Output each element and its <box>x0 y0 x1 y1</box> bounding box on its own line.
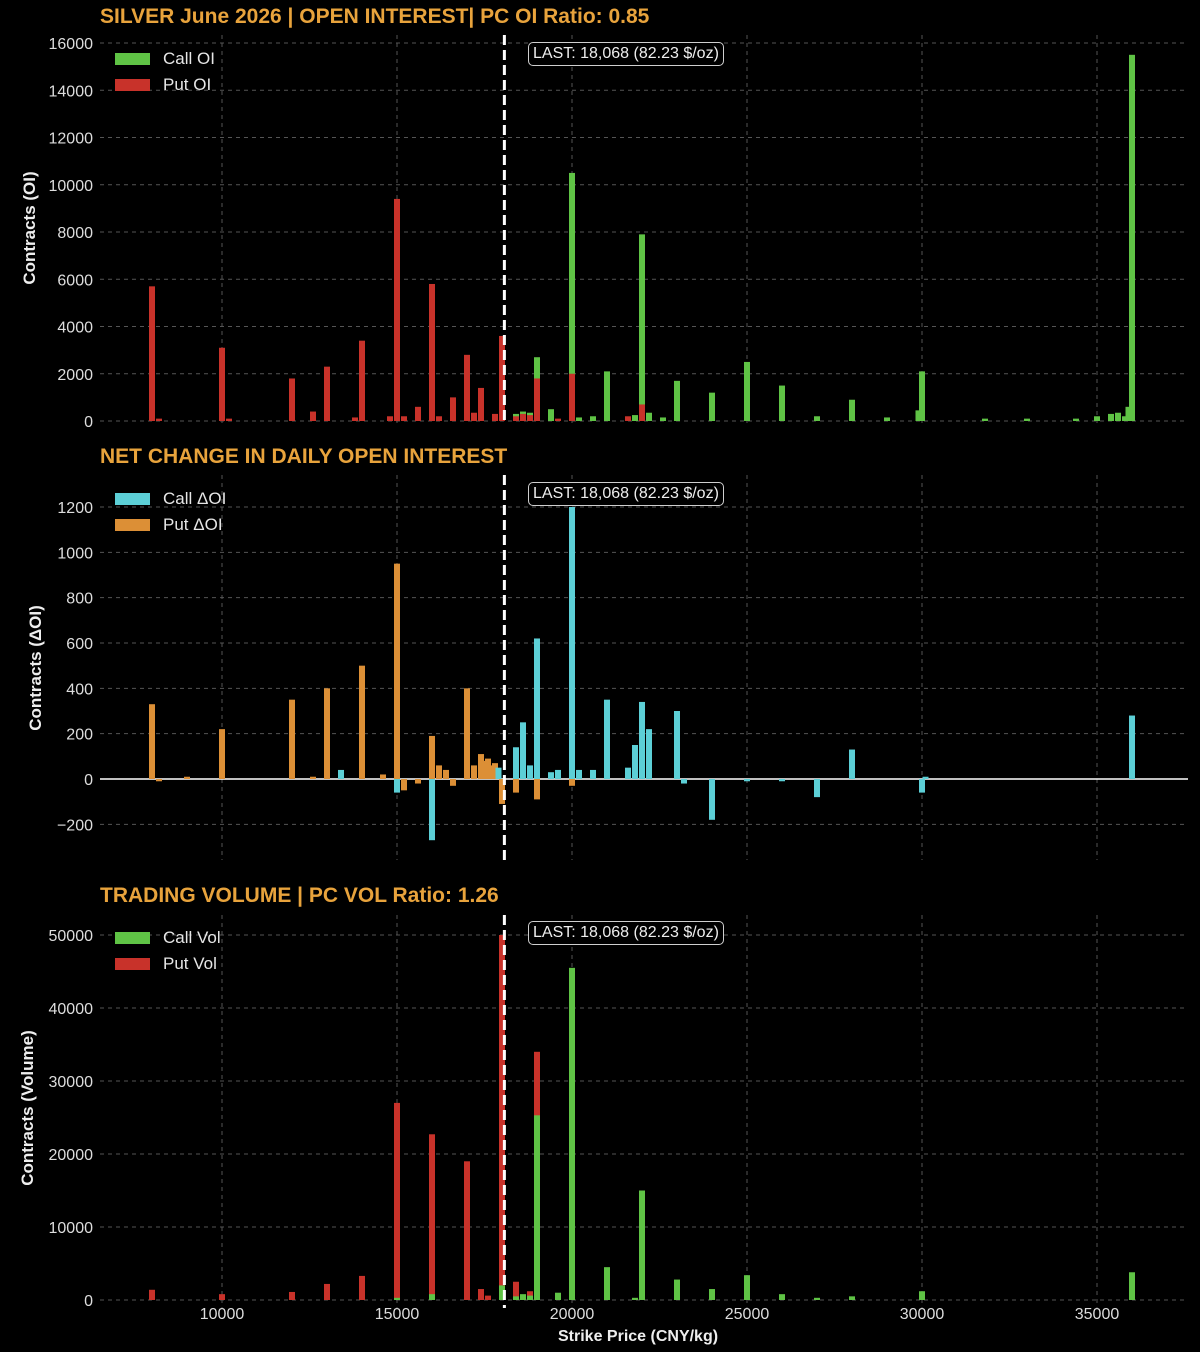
vol-chart-plot: 0 10000 20000 30000 40000 50000 10000 15000 2000… <box>49 915 1188 1323</box>
svg-text:0: 0 <box>84 772 93 789</box>
svg-text:1000: 1000 <box>57 545 93 562</box>
svg-text:600: 600 <box>66 636 93 653</box>
svg-text:10000: 10000 <box>49 1220 94 1237</box>
vol-chart-title: TRADING VOLUME | PC VOL Ratio: 1.26 <box>100 884 499 907</box>
doi-last-price-annotation: LAST: 18,068 (82.23 $/oz) <box>528 482 724 506</box>
legend-put-vol: Put Vol <box>115 951 221 977</box>
oi-last-price-annotation: LAST: 18,068 (82.23 $/oz) <box>528 42 724 66</box>
svg-text:20000: 20000 <box>550 1306 595 1323</box>
svg-text:12000: 12000 <box>49 131 94 148</box>
svg-text:16000: 16000 <box>49 36 94 53</box>
doi-chart-title: NET CHANGE IN DAILY OPEN INTEREST <box>100 445 508 468</box>
svg-text:800: 800 <box>66 591 93 608</box>
legend-put-doi: Put ΔOI <box>115 512 226 538</box>
legend-call-doi: Call ΔOI <box>115 486 226 512</box>
svg-text:200: 200 <box>66 727 93 744</box>
svg-text:0: 0 <box>84 1293 93 1310</box>
svg-text:30000: 30000 <box>900 1306 945 1323</box>
svg-text:14000: 14000 <box>49 83 94 100</box>
svg-text:30000: 30000 <box>49 1074 94 1091</box>
svg-text:35000: 35000 <box>1075 1306 1120 1323</box>
oi-chart-title: SILVER June 2026 | OPEN INTEREST| PC OI … <box>100 5 650 28</box>
x-axis-label: Strike Price (CNY/kg) <box>558 1328 719 1345</box>
svg-text:50000: 50000 <box>49 928 94 945</box>
oi-legend: Call OI Put OI <box>115 46 215 98</box>
svg-text:25000: 25000 <box>725 1306 770 1323</box>
legend-put-oi: Put OI <box>115 72 215 98</box>
vol-legend: Call Vol Put Vol <box>115 925 221 977</box>
oi-chart-plot: 0 2000 4000 6000 8000 10000 12000 14000 16000 <box>49 35 1188 431</box>
svg-text:4000: 4000 <box>57 320 93 337</box>
doi-chart-plot: −200 0 200 400 600 800 1000 1200 <box>57 475 1188 860</box>
svg-text:10000: 10000 <box>200 1306 245 1323</box>
svg-text:400: 400 <box>66 681 93 698</box>
svg-text:0: 0 <box>84 414 93 431</box>
svg-text:−200: −200 <box>57 817 93 834</box>
doi-legend: Call ΔOI Put ΔOI <box>115 486 226 538</box>
svg-text:6000: 6000 <box>57 272 93 289</box>
legend-call-oi: Call OI <box>115 46 215 72</box>
svg-text:20000: 20000 <box>49 1147 94 1164</box>
legend-call-vol: Call Vol <box>115 925 221 951</box>
svg-text:2000: 2000 <box>57 367 93 384</box>
svg-text:10000: 10000 <box>49 178 94 195</box>
svg-text:1200: 1200 <box>57 500 93 517</box>
vol-last-price-annotation: LAST: 18,068 (82.23 $/oz) <box>528 921 724 945</box>
svg-text:15000: 15000 <box>375 1306 420 1323</box>
svg-text:8000: 8000 <box>57 225 93 242</box>
svg-text:40000: 40000 <box>49 1001 94 1018</box>
